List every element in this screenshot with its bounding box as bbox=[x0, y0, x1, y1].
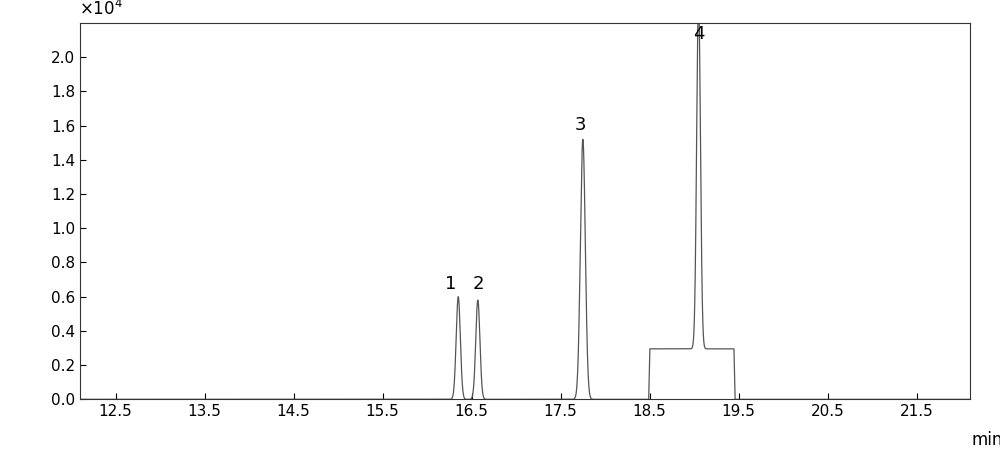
Text: 1: 1 bbox=[445, 275, 457, 293]
Text: $\times$10$^4$: $\times$10$^4$ bbox=[79, 0, 123, 19]
Text: 4: 4 bbox=[693, 26, 704, 44]
Text: 2: 2 bbox=[473, 275, 484, 293]
Text: 3: 3 bbox=[574, 116, 586, 134]
Text: min: min bbox=[972, 431, 1000, 449]
